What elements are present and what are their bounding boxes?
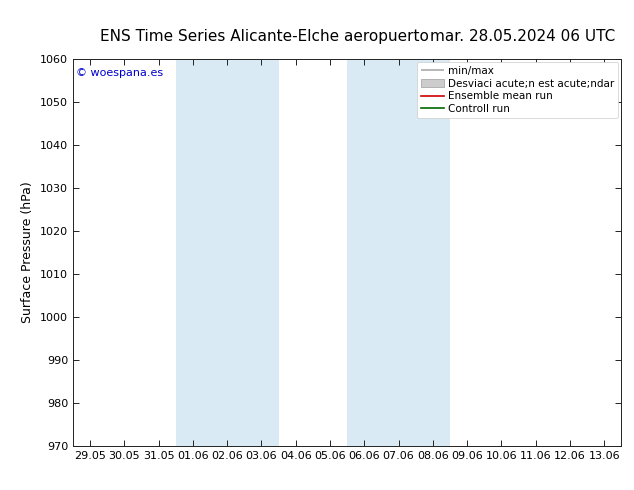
Text: © woespana.es: © woespana.es — [75, 69, 163, 78]
Text: ENS Time Series Alicante-Elche aeropuerto: ENS Time Series Alicante-Elche aeropuert… — [100, 29, 429, 44]
Text: mar. 28.05.2024 06 UTC: mar. 28.05.2024 06 UTC — [430, 29, 615, 44]
Y-axis label: Surface Pressure (hPa): Surface Pressure (hPa) — [22, 181, 34, 323]
Bar — [176, 59, 278, 446]
Legend: min/max, Desviaci acute;n est acute;ndar, Ensemble mean run, Controll run: min/max, Desviaci acute;n est acute;ndar… — [417, 62, 618, 118]
Bar — [347, 59, 450, 446]
